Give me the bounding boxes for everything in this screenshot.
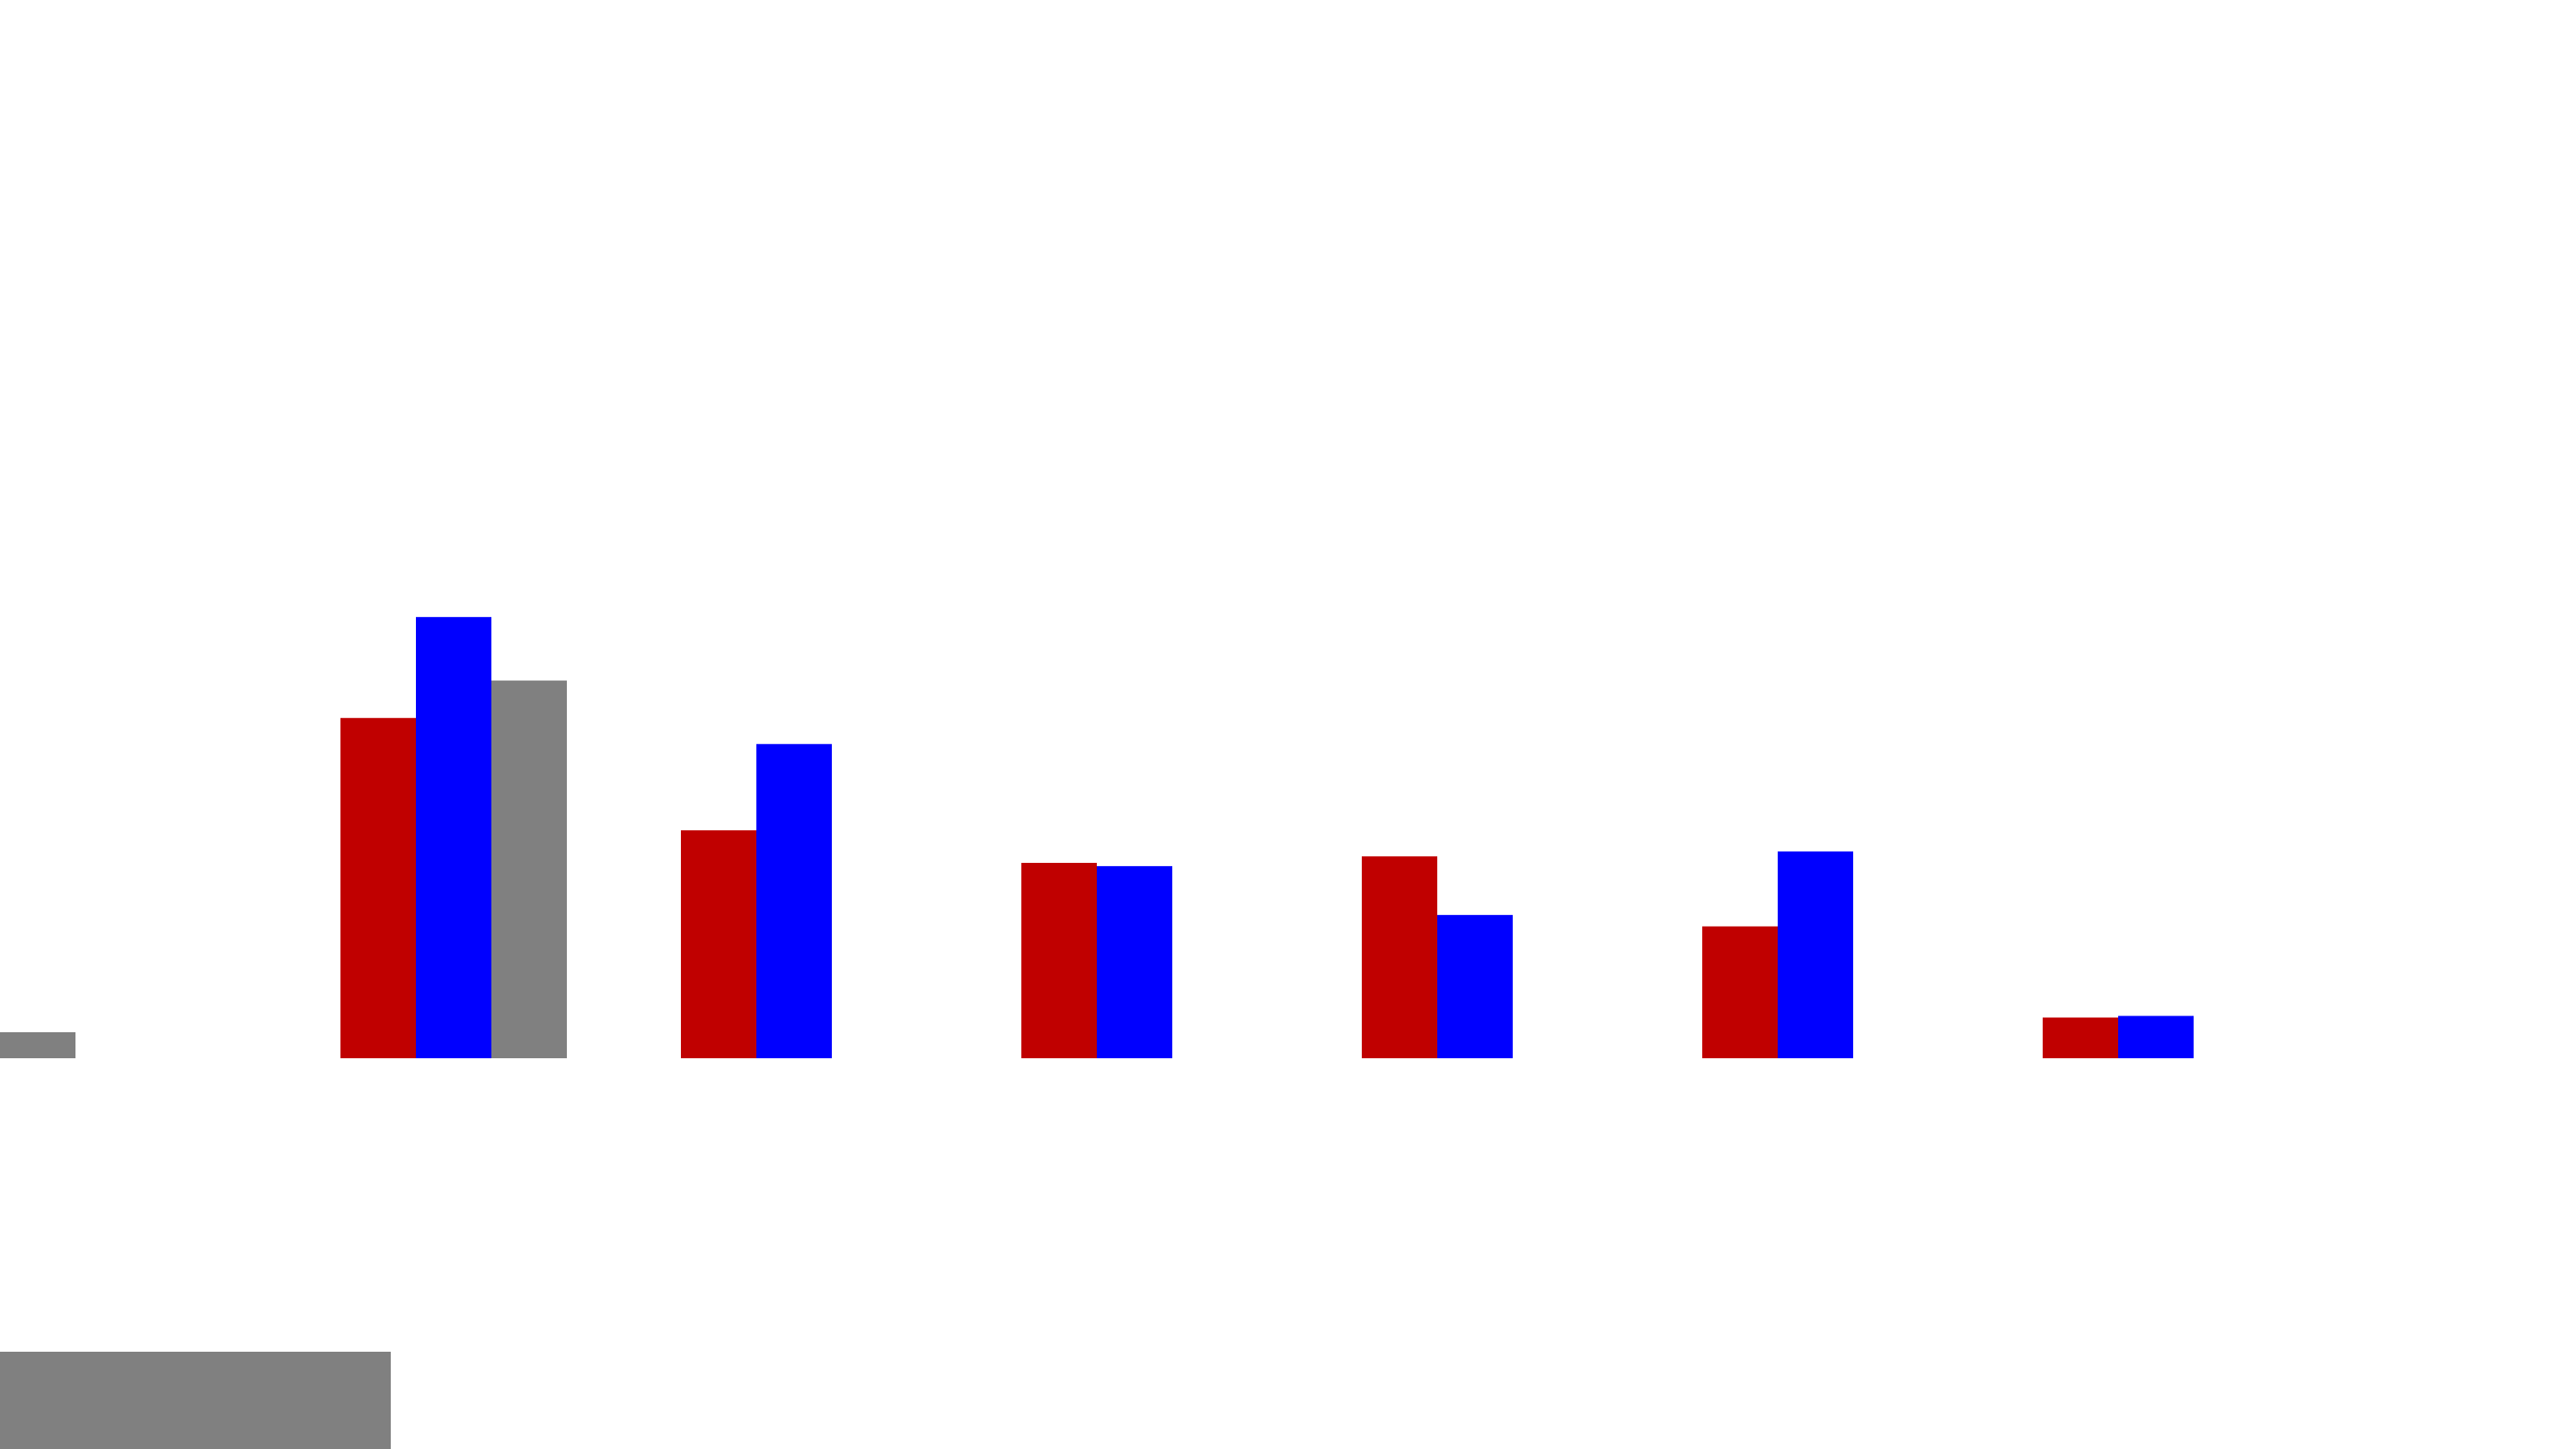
bar-series1-cat3 [1097,865,1172,1058]
bar-series0-cat6 [2043,1017,2118,1058]
bars-layer [0,616,2194,1058]
bar-series1-cat5 [1778,851,1853,1058]
bar-series0-cat3 [1021,863,1097,1058]
bar-series0-cat4 [1362,856,1437,1058]
gray-overlay-block [0,1352,391,1449]
bar-series0-cat5 [1702,926,1778,1058]
bar-series0-cat2 [681,830,756,1058]
bar-series2-cat0 [0,1031,75,1058]
bar-series1-cat6 [2118,1015,2194,1058]
bar-series1-cat1 [416,616,491,1058]
bar-series0-cat1 [340,718,416,1058]
bar-series1-cat4 [1437,915,1513,1058]
bar-series2-cat1 [491,680,567,1058]
bar-series1-cat2 [756,744,832,1058]
